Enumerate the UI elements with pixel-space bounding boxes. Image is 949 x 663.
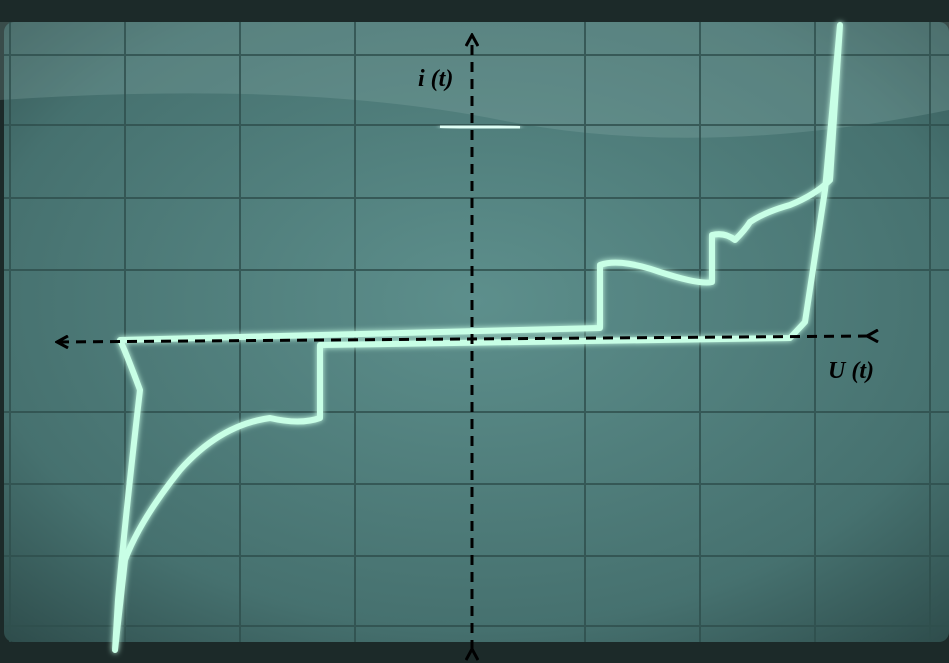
x-axis-label: U (t) (828, 358, 874, 384)
y-axis-label: i (t) (418, 66, 453, 92)
reflection-glint (439, 124, 521, 130)
